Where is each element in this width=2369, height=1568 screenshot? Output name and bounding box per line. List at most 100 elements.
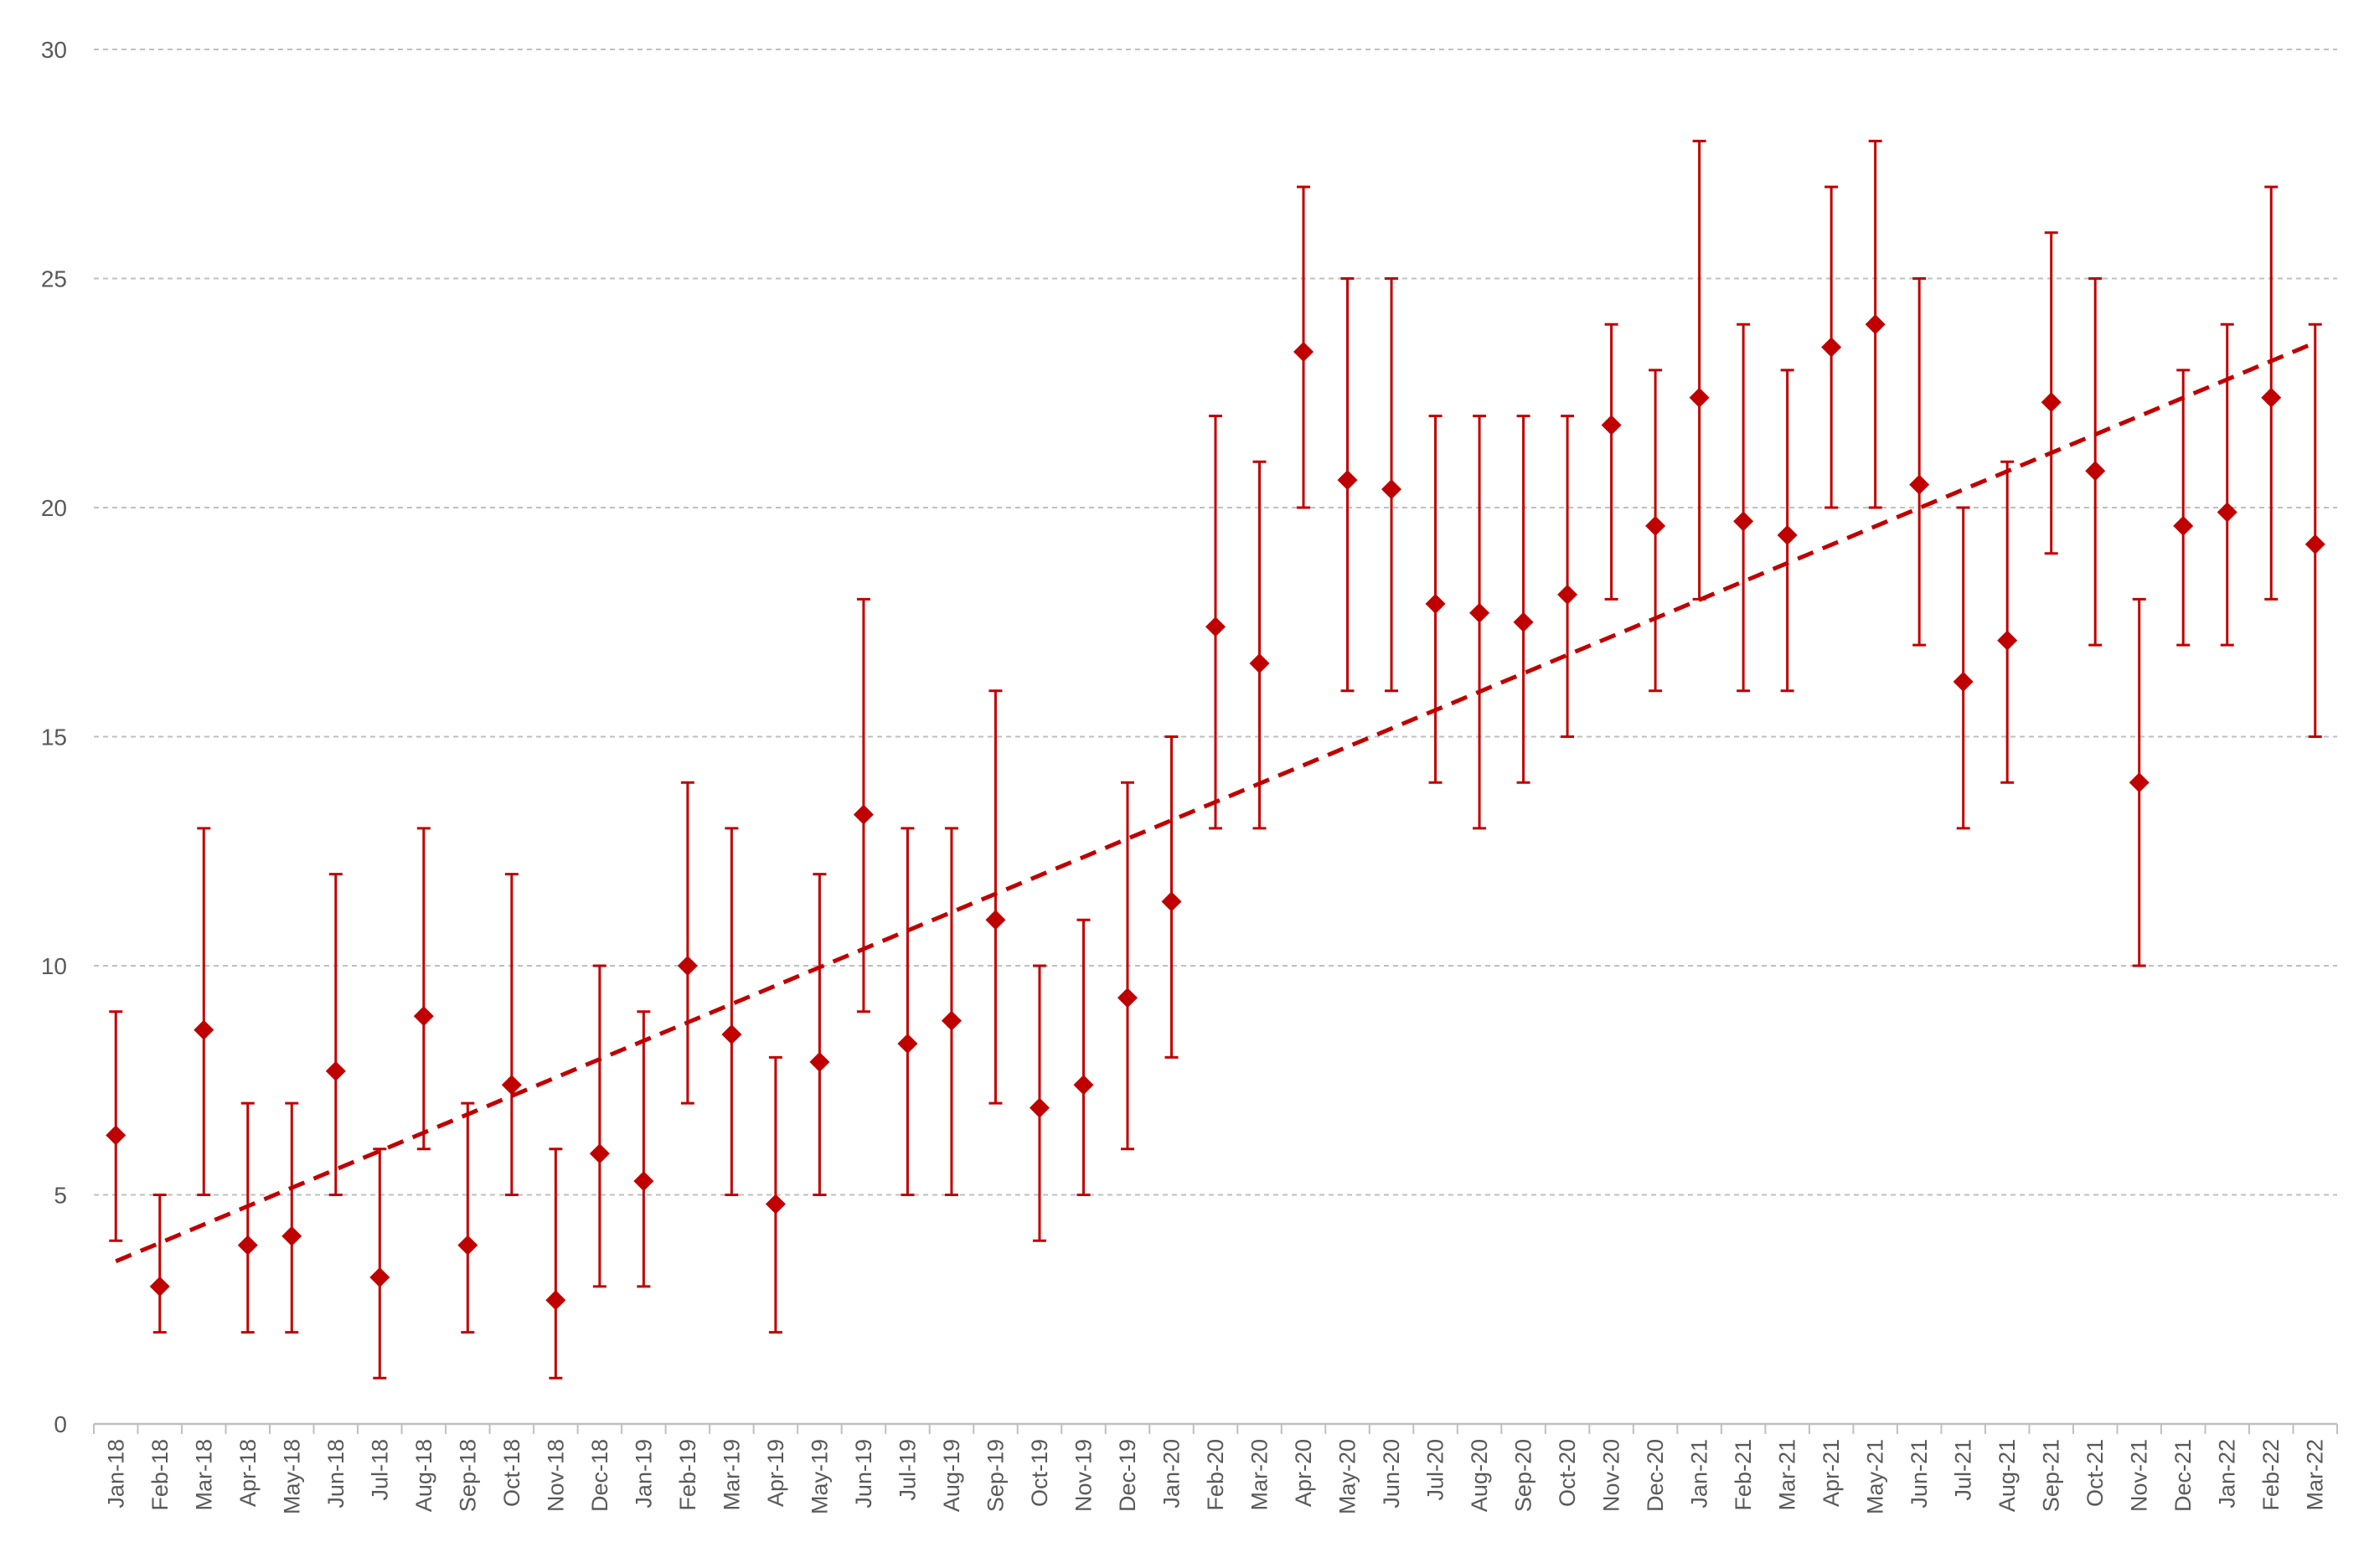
x-tick-label: Feb-20 <box>1203 1439 1228 1511</box>
error-bar <box>813 873 827 1196</box>
error-bar <box>1516 415 1530 784</box>
data-point <box>2173 515 2194 536</box>
y-tick-label: 25 <box>41 266 67 292</box>
error-bar <box>1737 322 1751 693</box>
error-bar <box>1604 322 1618 601</box>
x-tick-label: Dec-18 <box>587 1439 612 1512</box>
x-tick-label: Mar-18 <box>191 1439 216 1511</box>
y-tick-label: 20 <box>41 495 67 521</box>
data-point <box>897 1033 918 1054</box>
x-tick-label: Oct-20 <box>1555 1439 1580 1507</box>
x-tick-label: Oct-18 <box>499 1439 524 1507</box>
x-tick-label: Oct-19 <box>1027 1439 1052 1507</box>
data-point <box>809 1051 830 1072</box>
data-point <box>1161 891 1182 912</box>
data-point <box>325 1060 346 1081</box>
data-point <box>149 1276 170 1297</box>
data-point <box>413 1006 434 1027</box>
x-tick-label: May-18 <box>279 1439 304 1514</box>
x-tick-label: Feb-18 <box>147 1439 173 1511</box>
x-tick-label: May-21 <box>1863 1439 1888 1514</box>
error-bar <box>1076 918 1091 1196</box>
error-bar <box>152 1194 167 1334</box>
data-point <box>2304 534 2325 554</box>
data-point <box>1689 387 1710 408</box>
error-bar <box>549 1148 563 1380</box>
y-tick-label: 10 <box>41 953 67 979</box>
data-point <box>589 1143 610 1164</box>
data-point <box>2217 502 2237 523</box>
data-points <box>106 314 2325 1311</box>
error-bar <box>1561 415 1575 738</box>
data-point <box>853 804 874 825</box>
data-point <box>633 1171 654 1192</box>
error-bar <box>901 827 915 1196</box>
x-tick-label: Nov-21 <box>2127 1439 2152 1512</box>
data-point <box>2129 772 2150 793</box>
x-tick-label: Aug-18 <box>411 1439 436 1512</box>
data-point <box>194 1019 214 1040</box>
error-bar <box>373 1148 387 1380</box>
y-tick-label: 30 <box>41 37 67 63</box>
x-tick-label: Jul-21 <box>1951 1439 1976 1501</box>
error-bar <box>1692 139 1706 601</box>
error-bar <box>1120 781 1134 1151</box>
x-tick-label: Mar-22 <box>2303 1439 2328 1511</box>
x-tick-label: Jan-21 <box>1687 1439 1712 1509</box>
x-tick-label: Feb-21 <box>1731 1439 1756 1511</box>
data-point <box>369 1266 390 1287</box>
error-bar <box>2220 322 2234 647</box>
error-bar <box>328 873 343 1196</box>
error-bar <box>637 1010 651 1288</box>
error-bar <box>988 689 1003 1105</box>
data-point <box>545 1290 566 1311</box>
data-point <box>1425 593 1446 614</box>
x-tick-label: Feb-19 <box>675 1439 700 1511</box>
error-bar <box>2000 460 2015 784</box>
trendline <box>115 340 2316 1264</box>
x-tick-label: Oct-21 <box>2083 1439 2108 1507</box>
x-tick-label: Jun-20 <box>1379 1439 1404 1509</box>
x-tick-label: Dec-20 <box>1643 1439 1668 1512</box>
x-tick-label: Jul-20 <box>1423 1439 1448 1501</box>
data-point <box>1293 342 1314 363</box>
x-tick-label: Nov-20 <box>1599 1439 1624 1512</box>
x-tick-label: Nov-19 <box>1071 1439 1096 1512</box>
data-point <box>1645 515 1666 536</box>
x-tick-label: Mar-21 <box>1775 1439 1800 1511</box>
x-tick-label: May-19 <box>807 1439 832 1514</box>
x-tick-label: Apr-20 <box>1291 1439 1316 1507</box>
error-bar <box>461 1101 475 1334</box>
error-bar <box>504 873 519 1196</box>
x-tick-label: Aug-21 <box>1995 1439 2020 1512</box>
data-point <box>1733 511 1754 532</box>
data-point <box>1557 584 1578 605</box>
data-point <box>1865 314 1886 335</box>
x-tick-label: Dec-19 <box>1115 1439 1140 1512</box>
data-point <box>1777 524 1798 545</box>
data-point <box>1249 652 1270 673</box>
x-tick-label: Apr-21 <box>1819 1439 1844 1507</box>
x-tick-label: May-20 <box>1335 1439 1360 1514</box>
data-point <box>1997 630 2018 651</box>
data-point <box>1513 611 1534 632</box>
data-point <box>1909 474 1930 495</box>
data-point <box>1953 671 1974 692</box>
data-point <box>1469 602 1490 623</box>
data-point <box>2041 392 2062 413</box>
x-tick-label: Jun-21 <box>1907 1439 1932 1509</box>
error-bar <box>1912 277 1927 647</box>
x-tick-label: Nov-18 <box>543 1439 568 1512</box>
error-bar <box>416 827 431 1151</box>
error-bar <box>592 964 606 1288</box>
trendline-group <box>115 340 2316 1264</box>
x-tick-label: Jan-19 <box>631 1439 656 1509</box>
error-bar <box>240 1101 255 1334</box>
data-point <box>281 1225 302 1246</box>
data-point <box>1117 988 1138 1008</box>
x-tick-label: Mar-20 <box>1247 1439 1272 1511</box>
x-tick-label: Dec-21 <box>2170 1439 2196 1512</box>
data-point <box>237 1235 258 1256</box>
data-point <box>2261 387 2282 408</box>
